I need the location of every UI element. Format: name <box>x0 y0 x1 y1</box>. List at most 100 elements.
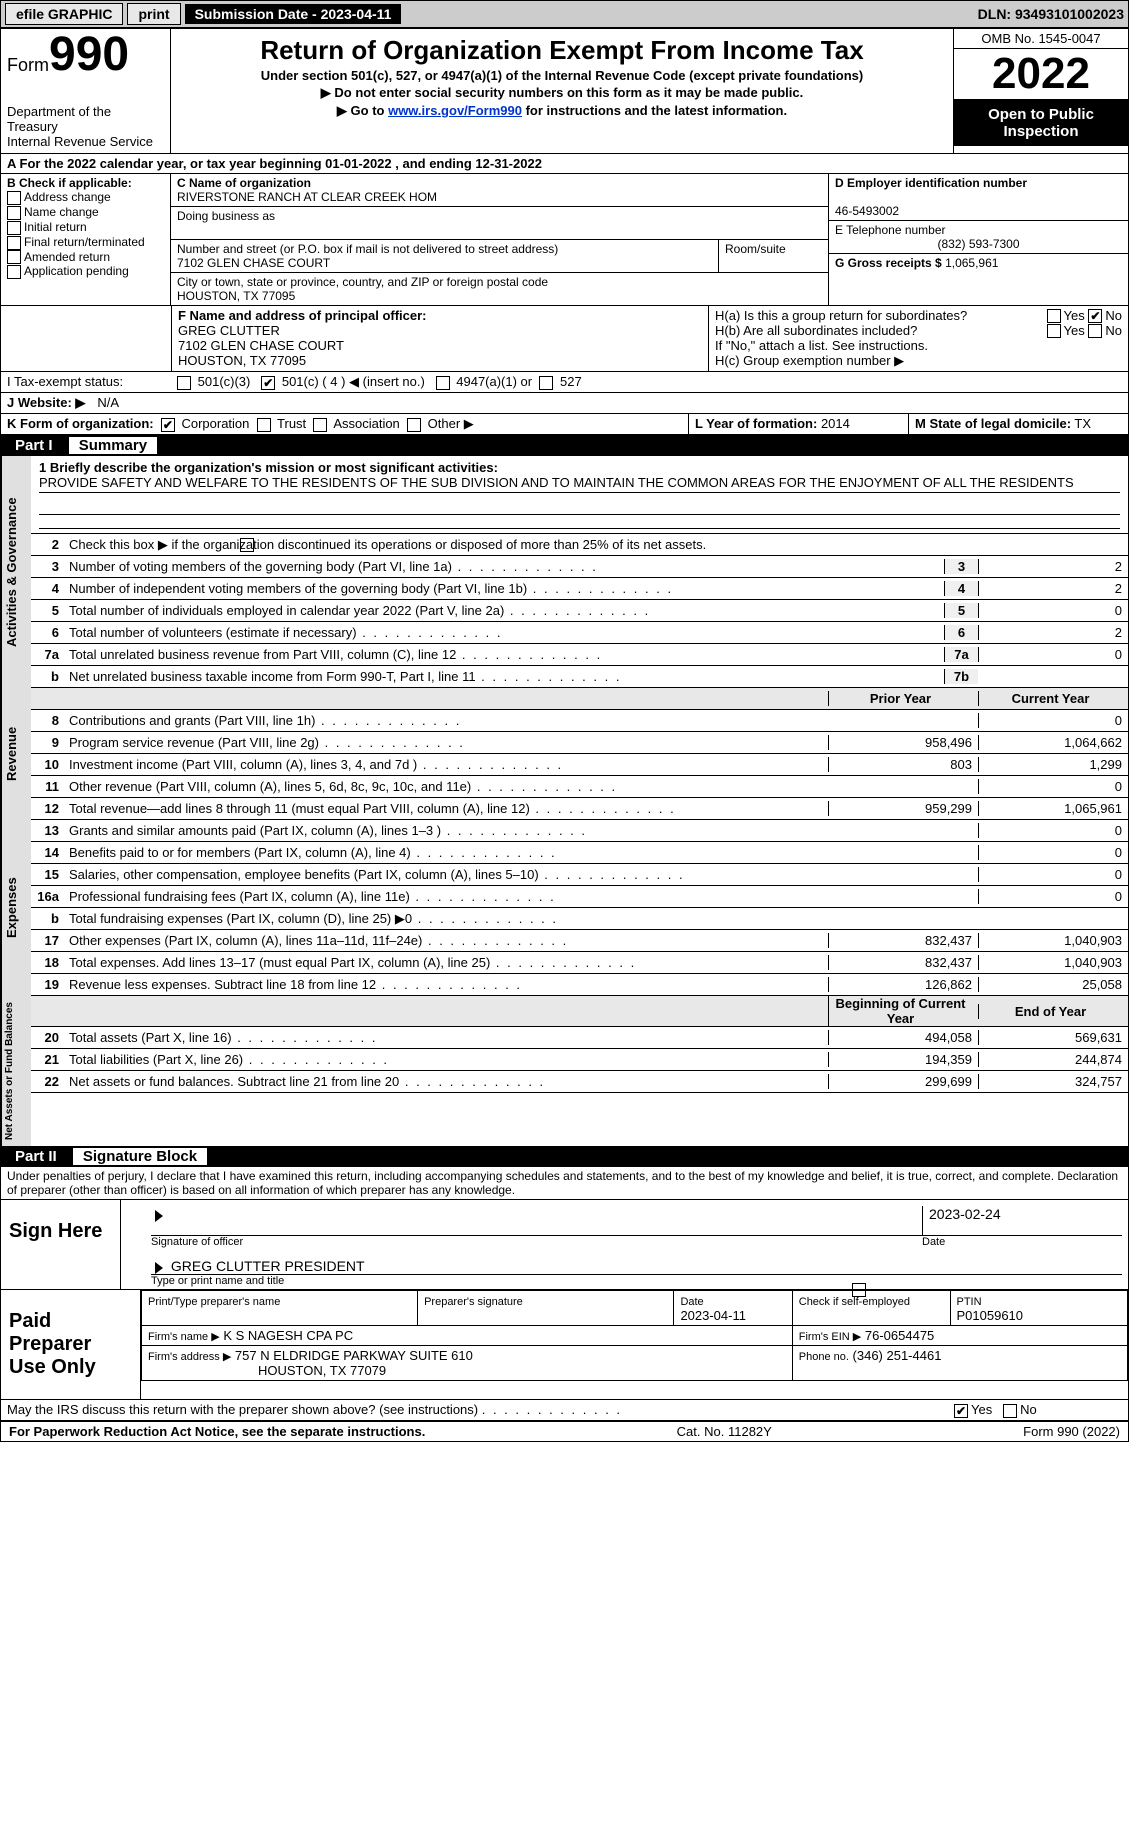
vlabel-na: Net Assets or Fund Balances <box>1 996 31 1146</box>
org-address: 7102 GLEN CHASE COURT <box>177 256 330 270</box>
firm-ein: 76-0654475 <box>865 1328 934 1343</box>
ptin-label: PTIN <box>957 1296 982 1308</box>
i-label: I Tax-exempt status: <box>1 372 171 392</box>
k-assoc[interactable] <box>313 418 327 432</box>
l-label: L Year of formation: <box>695 416 817 431</box>
summary-line-b: bTotal fundraising expenses (Part IX, co… <box>31 908 1128 930</box>
officer-group-block: F Name and address of principal officer:… <box>1 306 1128 372</box>
efile-label: efile GRAPHIC <box>5 3 123 25</box>
ptin: P01059610 <box>957 1308 1024 1323</box>
sign-here-block: Sign Here 2023-02-24 Signature of office… <box>1 1200 1128 1290</box>
summary-line-11: 11Other revenue (Part VIII, column (A), … <box>31 776 1128 798</box>
prep-phone: (346) 251-4461 <box>853 1348 942 1363</box>
ha-no[interactable] <box>1088 309 1102 323</box>
section-c: C Name of organization RIVERSTONE RANCH … <box>171 174 828 305</box>
g-label: G Gross receipts $ <box>835 256 942 270</box>
year-formation: 2014 <box>821 416 850 431</box>
name-label: Type or print name and title <box>151 1275 1122 1287</box>
k-trust[interactable] <box>257 418 271 432</box>
hb-no[interactable] <box>1088 324 1102 338</box>
irs-link[interactable]: www.irs.gov/Form990 <box>388 103 522 118</box>
line-2: 2 Check this box ▶ if the organization d… <box>31 534 1128 556</box>
header-left: Form990 Department of the Treasury Inter… <box>1 29 171 153</box>
discuss-text: May the IRS discuss this return with the… <box>7 1402 478 1417</box>
perjury-declaration: Under penalties of perjury, I declare th… <box>1 1167 1128 1200</box>
i-501c[interactable] <box>261 376 275 390</box>
subtitle-3-pre: ▶ Go to <box>337 103 388 118</box>
d-label: D Employer identification number <box>835 176 1027 190</box>
i-501c3[interactable] <box>177 376 191 390</box>
firm-addr2: HOUSTON, TX 77079 <box>258 1363 386 1378</box>
k-corp[interactable] <box>161 418 175 432</box>
part-1-header: Part I Summary <box>1 435 1128 456</box>
rev-header: Prior Year Current Year <box>31 688 1128 710</box>
summary-line-22: 22Net assets or fund balances. Subtract … <box>31 1071 1128 1093</box>
section-b: B Check if applicable: Address change Na… <box>1 174 171 305</box>
addr-label: Number and street (or P.O. box if mail i… <box>177 242 558 256</box>
vlabel-ag: Activities & Governance <box>1 456 31 688</box>
mission-text: PROVIDE SAFETY AND WELFARE TO THE RESIDE… <box>39 475 1120 493</box>
self-employed-check[interactable] <box>852 1283 866 1297</box>
firm-ein-label: Firm's EIN ▶ <box>799 1331 862 1343</box>
discuss-yes[interactable] <box>954 1404 968 1418</box>
topbar: efile GRAPHIC print Submission Date - 20… <box>0 0 1129 28</box>
sig-marker-icon <box>155 1210 163 1222</box>
ein: 46-5493002 <box>835 204 899 218</box>
col-prior: Prior Year <box>828 691 978 706</box>
summary-line-13: 13Grants and similar amounts paid (Part … <box>31 820 1128 842</box>
summary-line-17: 17Other expenses (Part IX, column (A), l… <box>31 930 1128 952</box>
check-name-change[interactable] <box>7 206 21 220</box>
check-final-return[interactable] <box>7 236 21 250</box>
activities-governance: Activities & Governance 1 Briefly descri… <box>1 456 1128 688</box>
officer-sign-name: GREG CLUTTER PRESIDENT <box>171 1258 365 1274</box>
expenses-section: Expenses 13Grants and similar amounts pa… <box>1 820 1128 996</box>
summary-line-16a: 16aProfessional fundraising fees (Part I… <box>31 886 1128 908</box>
section-h: H(a) Is this a group return for subordin… <box>708 306 1128 371</box>
summary-line-6: 6Total number of volunteers (estimate if… <box>31 622 1128 644</box>
f-label: F Name and address of principal officer: <box>178 308 427 323</box>
paid-preparer-block: Paid Preparer Use Only Print/Type prepar… <box>1 1290 1128 1400</box>
check-amended[interactable] <box>7 250 21 264</box>
m-label: M State of legal domicile: <box>915 416 1071 431</box>
check-address-change[interactable] <box>7 191 21 205</box>
name-marker-icon <box>155 1262 163 1274</box>
check-initial-return[interactable] <box>7 221 21 235</box>
room-label: Room/suite <box>725 242 786 256</box>
section-j: J Website: ▶ N/A <box>1 393 1128 414</box>
summary-line-5: 5Total number of individuals employed in… <box>31 600 1128 622</box>
i-527[interactable] <box>539 376 553 390</box>
i-4947[interactable] <box>436 376 450 390</box>
officer-addr2: HOUSTON, TX 77095 <box>178 353 306 368</box>
line2-check[interactable] <box>240 538 254 552</box>
header-right: OMB No. 1545-0047 2022 Open to Public In… <box>953 29 1128 153</box>
col-end: End of Year <box>978 1004 1128 1019</box>
na-header: Beginning of Current Year End of Year <box>31 996 1128 1027</box>
k-other[interactable] <box>407 418 421 432</box>
discuss-no[interactable] <box>1003 1404 1017 1418</box>
ha-yes[interactable] <box>1047 309 1061 323</box>
preparer-table: Print/Type preparer's name Preparer's si… <box>141 1290 1128 1381</box>
firm-name: K S NAGESH CPA PC <box>223 1328 353 1343</box>
org-name: RIVERSTONE RANCH AT CLEAR CREEK HOM <box>177 190 437 204</box>
part2-title: Signature Block <box>73 1148 207 1165</box>
section-i: I Tax-exempt status: 501(c)(3) 501(c) ( … <box>1 372 1128 393</box>
summary-line-12: 12Total revenue—add lines 8 through 11 (… <box>31 798 1128 820</box>
hb-yes[interactable] <box>1047 324 1061 338</box>
col-begin: Beginning of Current Year <box>828 996 978 1026</box>
j-label: J Website: ▶ <box>1 393 91 413</box>
firm-name-label: Firm's name ▶ <box>148 1331 220 1343</box>
summary-line-18: 18Total expenses. Add lines 13–17 (must … <box>31 952 1128 974</box>
check-app-pending[interactable] <box>7 265 21 279</box>
k-label: K Form of organization: <box>7 416 154 431</box>
sig-date-label: Date <box>922 1236 1122 1248</box>
sig-officer-label: Signature of officer <box>151 1236 922 1248</box>
print-button[interactable]: print <box>127 3 180 25</box>
prep-date-label: Date <box>680 1296 703 1308</box>
mission-label: 1 Briefly describe the organization's mi… <box>39 460 498 475</box>
revenue-section: Revenue Prior Year Current Year 8Contrib… <box>1 688 1128 820</box>
summary-line-14: 14Benefits paid to or for members (Part … <box>31 842 1128 864</box>
cat-no: Cat. No. 11282Y <box>677 1424 772 1439</box>
header-mid: Return of Organization Exempt From Incom… <box>171 29 953 153</box>
summary-line-3: 3Number of voting members of the governi… <box>31 556 1128 578</box>
summary-line-8: 8Contributions and grants (Part VIII, li… <box>31 710 1128 732</box>
